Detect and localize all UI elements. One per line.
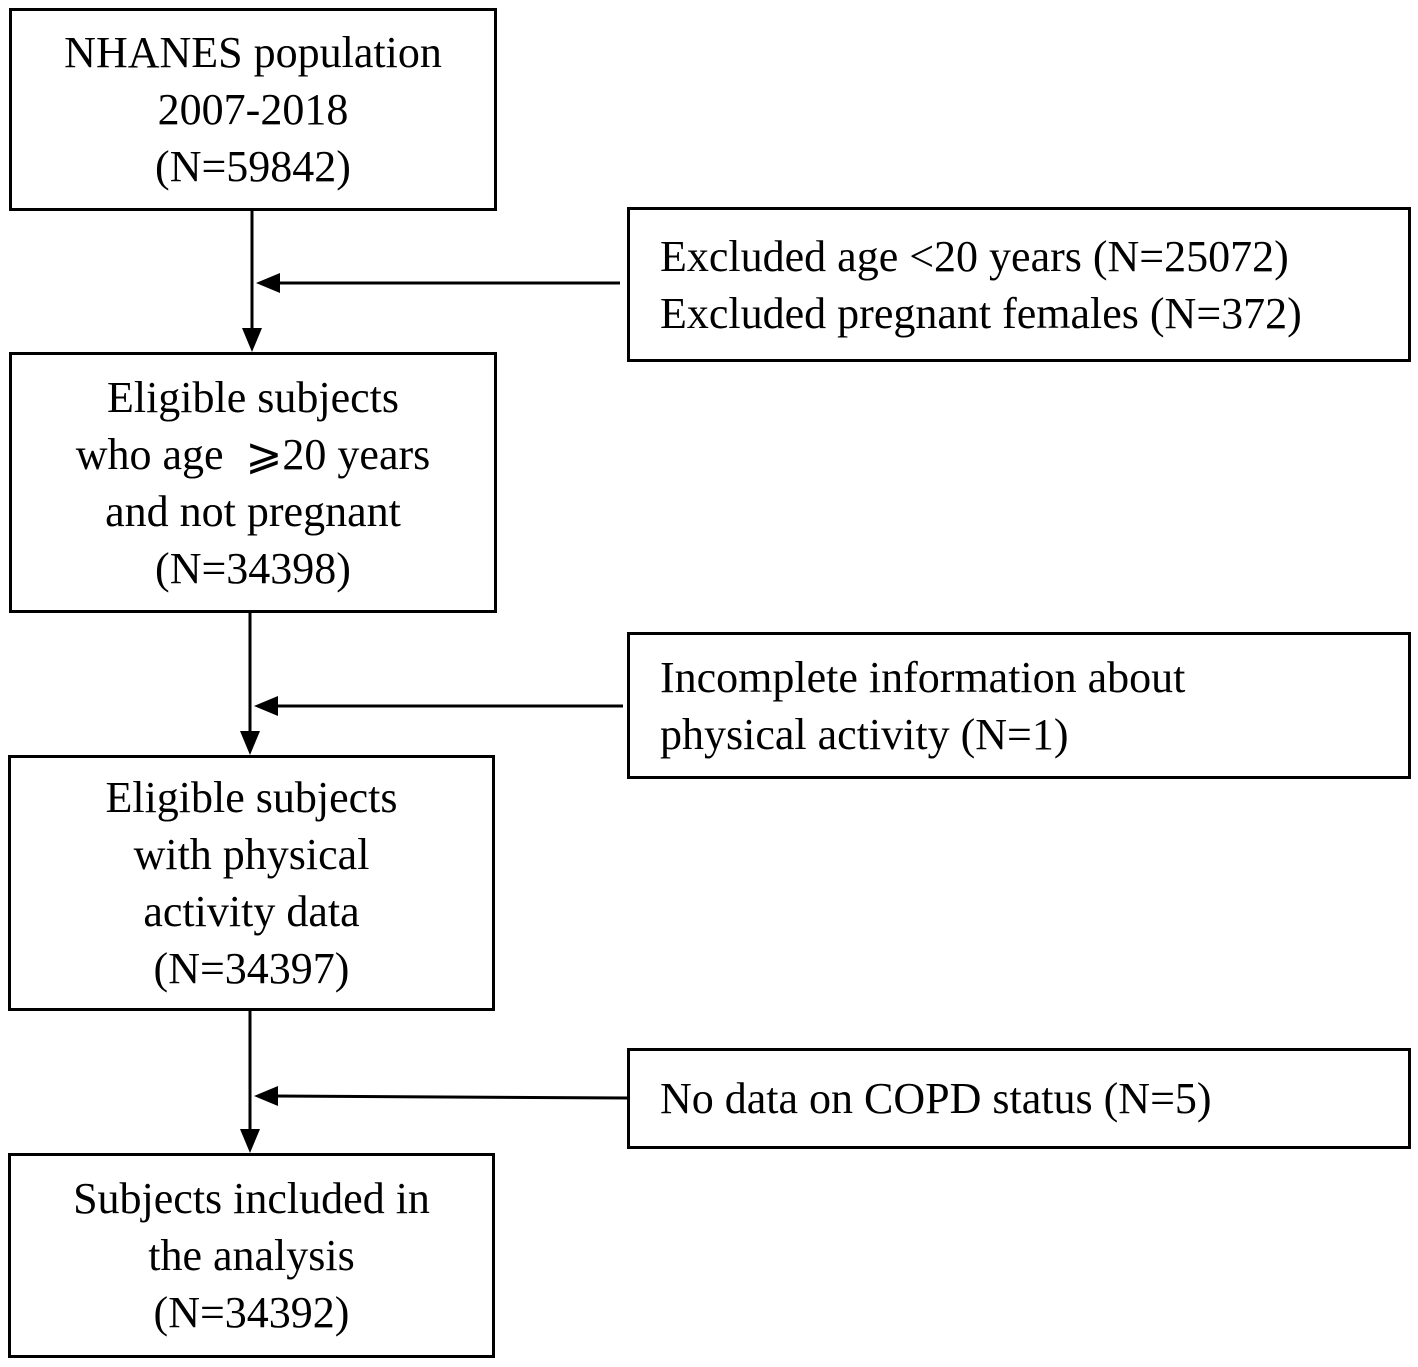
step2-line3: and not pregnant: [105, 486, 401, 536]
step4-line1: Subjects included in: [73, 1174, 430, 1223]
step1-line3: (N=59842): [155, 142, 351, 191]
step4-line3: (N=34392): [153, 1288, 350, 1337]
arrow-step2-to-step3: [240, 613, 260, 755]
step-box-eligible-age-not-pregnant: Eligible subjects who age ⩾20 years and …: [9, 352, 497, 613]
arrow-exclusion1: [256, 273, 620, 293]
exclusion2-line2: physical activity (N=1): [660, 709, 1069, 759]
arrow-exclusion3: [254, 1086, 628, 1106]
step4-line2: the analysis: [148, 1231, 355, 1280]
step2-line1: Eligible subjects: [106, 372, 400, 422]
exclusion1-line1: Excluded age <20 years (N=25072): [660, 231, 1289, 281]
exclusion1-line2: Excluded pregnant females (N=372): [660, 288, 1302, 338]
step3-line3: activity data: [143, 887, 360, 936]
step3-line1: Eligible subjects: [105, 773, 398, 822]
exclusion3-line1: No data on COPD status (N=5): [660, 1074, 1212, 1123]
step-box-nhanes-population: NHANES population 2007-2018 (N=59842): [9, 8, 497, 211]
step2-line2: who age ⩾20 years: [75, 429, 431, 479]
step3-line4: (N=34397): [153, 944, 350, 993]
exclusion-box-physical-activity: Incomplete information about physical ac…: [627, 632, 1411, 779]
arrow-step3-to-step4: [240, 1011, 260, 1153]
step2-line4: (N=34398): [155, 543, 351, 593]
exclusion2-line1: Incomplete information about: [660, 652, 1186, 702]
step1-line2: 2007-2018: [157, 85, 349, 134]
step1-line1: NHANES population: [64, 28, 442, 77]
step3-line2: with physical: [133, 830, 370, 879]
step-box-physical-activity-data: Eligible subjects with physical activity…: [8, 755, 495, 1011]
arrow-exclusion2: [254, 696, 623, 716]
arrow-step1-to-step2: [242, 211, 262, 352]
exclusion-box-copd-status: No data on COPD status (N=5): [627, 1048, 1411, 1149]
exclusion-box-age-pregnancy: Excluded age <20 years (N=25072) Exclude…: [627, 207, 1411, 362]
step-box-included-in-analysis: Subjects included in the analysis (N=343…: [8, 1153, 495, 1358]
